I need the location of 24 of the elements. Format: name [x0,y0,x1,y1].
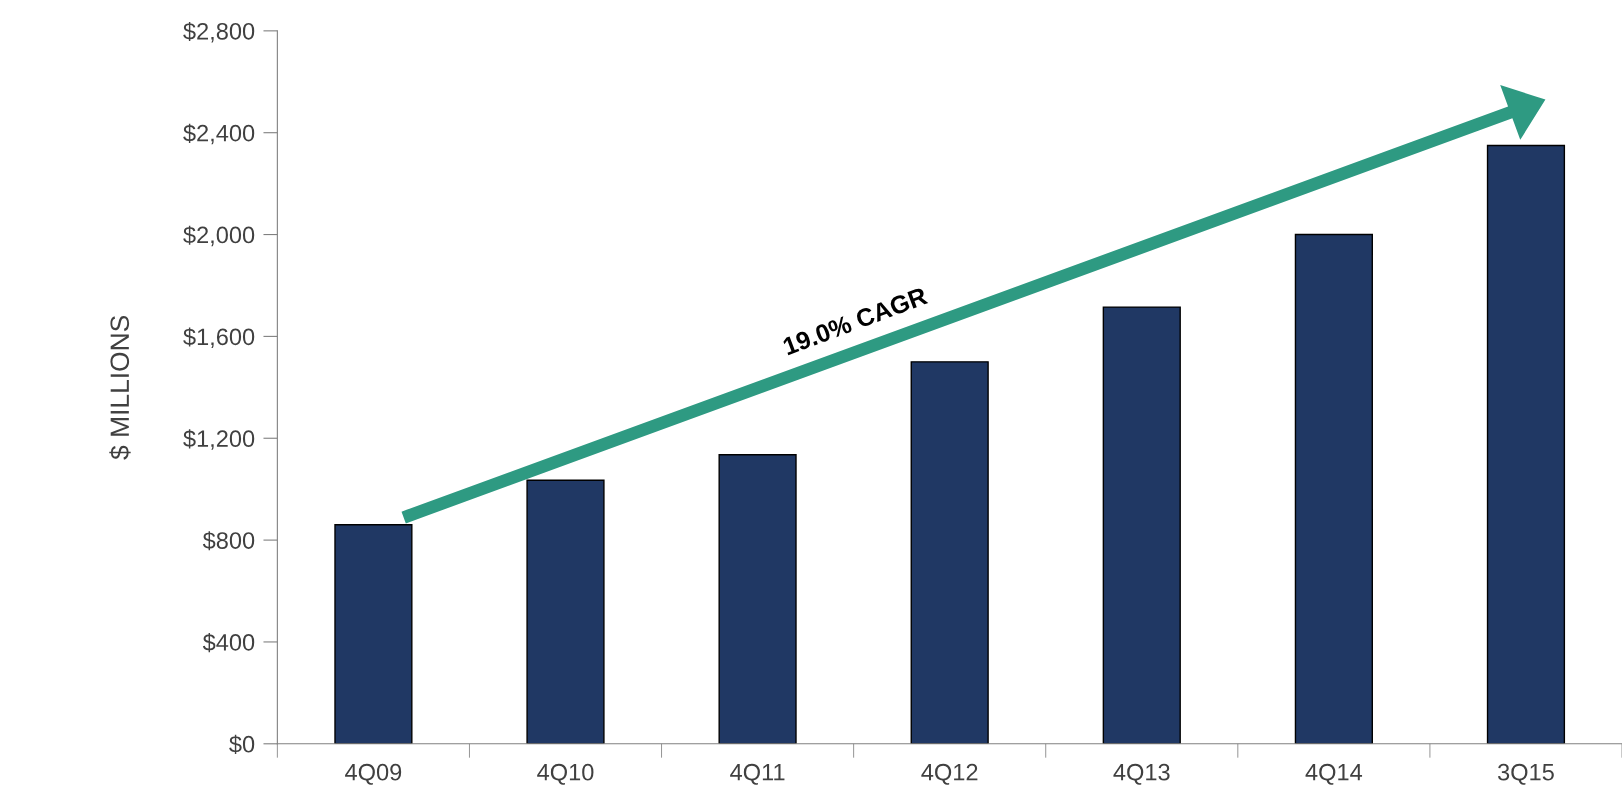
y-axis-title: $ MILLIONS [109,315,131,460]
y-tick-label: $800 [202,531,255,551]
bar [1102,306,1181,744]
bar [1486,144,1566,744]
bar [718,454,797,744]
x-tick-label: 4Q09 [345,763,402,785]
y-tick-label: $400 [202,633,255,653]
x-tick-label: 4Q14 [1305,763,1363,785]
annotation: 19.0% CAGR [782,286,929,356]
y-tick-label: $1,200 [183,429,255,450]
x-tick-label: 4Q11 [730,763,785,785]
x-tick-label: 4Q13 [1113,763,1170,785]
x-tick-label: 3Q15 [1497,763,1554,785]
bar [526,479,605,744]
y-tick-label: $2,800 [183,21,255,43]
y-tick-label: $2,000 [183,225,255,247]
bar [910,361,989,744]
bar [1294,233,1373,744]
x-tick-label: 4Q12 [921,763,978,785]
y-tick-label: $2,400 [183,123,255,145]
y-tick-label: $1,600 [183,327,255,348]
bar [334,524,413,744]
y-tick-label: $0 [229,734,255,754]
x-tick-label: 4Q10 [537,763,594,785]
